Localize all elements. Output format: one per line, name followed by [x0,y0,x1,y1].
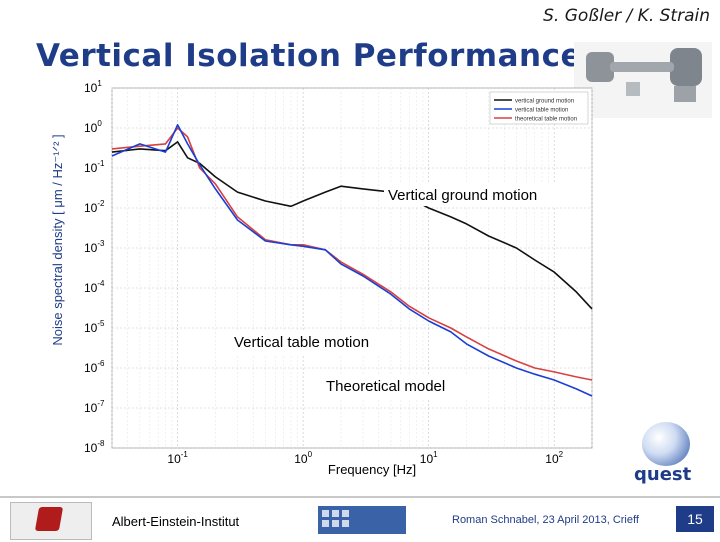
legend-label: vertical table motion [515,108,568,114]
legend-label: vertical ground motion [515,99,574,105]
legend: vertical ground motion vertical table mot… [489,91,589,125]
institute-logo-mark [34,507,64,531]
series-line-0 [111,141,593,310]
y-tick-label: 10-6 [84,359,105,375]
author-credit: S. Goßler / K. Strain [543,6,710,26]
institute-logo [10,502,92,540]
quest-logo-disk [642,422,690,466]
y-tick-label: 10-2 [84,199,105,215]
page-number: 15 [676,506,714,532]
grid-lines [111,87,593,449]
y-tick-label: 10-3 [84,239,105,255]
university-logo [318,506,406,534]
y-tick-label: 100 [84,119,102,135]
slide-title: Vertical Isolation Performance [36,38,582,74]
label-box-ground [384,182,570,206]
y-axis-label: Noise spectral density [ μm / Hz⁻¹ᐟ² ] [50,134,65,345]
x-tick-label: 100 [294,450,312,466]
label-box-model [322,374,468,398]
series-line-2 [111,127,593,381]
annotation-table-motion: Vertical table motion [234,334,369,351]
noise-spectrum-chart: 101 100 10-1 10-2 10-3 10-4 10-5 10-6 10-7 10-8 1… [50,79,593,477]
quest-logo-text: quest [634,464,692,485]
x-tick-label: 101 [420,450,438,466]
y-tick-label: 10-7 [84,399,105,415]
legend-label: theoretical table motion [515,117,577,123]
y-tick-label: 101 [84,79,102,95]
annotation-ground-motion: Vertical ground motion [388,187,537,204]
data-curves [111,124,593,397]
x-axis-label: Frequency [Hz] [328,462,416,477]
x-tick-label: 10-1 [167,450,188,466]
label-box-table [230,330,400,354]
y-tick-label: 10-8 [84,439,105,455]
y-tick-label: 10-4 [84,279,105,295]
y-tick-labels: 101 100 10-1 10-2 10-3 10-4 10-5 10-6 10-7 10-8 [84,79,105,455]
conference-credit: Roman Schnabel, 23 April 2013, Crieff [452,514,639,526]
series-line-1 [111,124,593,397]
quest-logo: quest [628,420,704,490]
y-tick-label: 10-5 [84,319,105,335]
y-tick-label: 10-1 [84,159,105,175]
institute-name: Albert-Einstein-Institut [112,514,240,529]
annotation-theoretical-model: Theoretical model [326,378,445,395]
x-tick-label: 102 [545,450,563,466]
slide-footer: Albert-Einstein-Institut Roman Schnabel,… [0,496,720,542]
apparatus-photo [574,42,712,118]
x-tick-labels: 10-1 100 101 102 [167,450,563,466]
